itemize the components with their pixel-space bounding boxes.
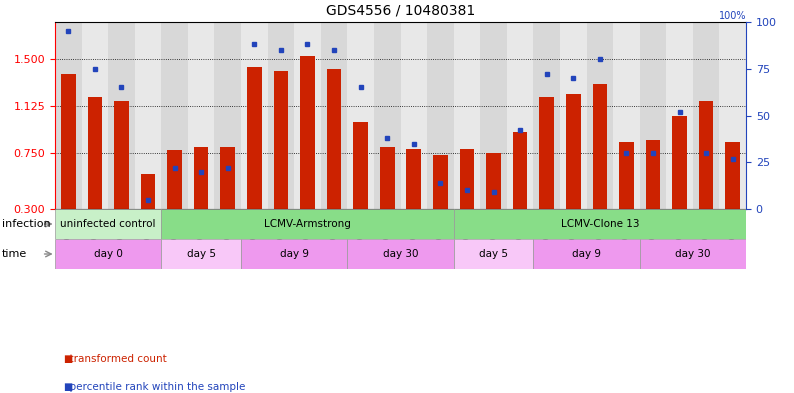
- Bar: [480, 22, 507, 209]
- Text: day 5: day 5: [479, 249, 508, 259]
- Text: ■: ■: [63, 354, 72, 364]
- Bar: [407, 149, 421, 209]
- Bar: [640, 239, 746, 269]
- Bar: [486, 153, 501, 209]
- Text: day 9: day 9: [279, 249, 309, 259]
- Bar: [353, 122, 368, 209]
- Text: day 30: day 30: [383, 249, 418, 259]
- Bar: [168, 151, 182, 209]
- Bar: [194, 147, 209, 209]
- Text: ■: ■: [63, 382, 72, 392]
- Bar: [640, 22, 666, 209]
- Bar: [719, 22, 746, 209]
- Bar: [82, 22, 108, 209]
- Bar: [380, 147, 395, 209]
- Bar: [221, 147, 235, 209]
- Bar: [295, 22, 321, 209]
- Text: day 5: day 5: [187, 249, 216, 259]
- Bar: [247, 67, 262, 209]
- Bar: [427, 22, 453, 209]
- Bar: [666, 22, 693, 209]
- Bar: [539, 97, 554, 209]
- Bar: [433, 155, 448, 209]
- Bar: [161, 22, 188, 209]
- Bar: [327, 70, 341, 209]
- Bar: [141, 174, 156, 209]
- Bar: [300, 56, 314, 209]
- Bar: [513, 132, 527, 209]
- Bar: [161, 209, 453, 239]
- Bar: [135, 22, 161, 209]
- Text: day 30: day 30: [675, 249, 711, 259]
- Bar: [534, 22, 560, 209]
- Bar: [347, 22, 374, 209]
- Bar: [108, 22, 135, 209]
- Bar: [613, 22, 640, 209]
- Bar: [453, 209, 746, 239]
- Bar: [161, 239, 241, 269]
- Text: LCMV-Armstrong: LCMV-Armstrong: [264, 219, 351, 229]
- Text: day 9: day 9: [572, 249, 601, 259]
- Bar: [274, 71, 288, 209]
- Bar: [188, 22, 214, 209]
- Bar: [321, 22, 347, 209]
- Text: GDS4556 / 10480381: GDS4556 / 10480381: [326, 3, 475, 17]
- Bar: [87, 97, 102, 209]
- Text: infection: infection: [2, 219, 51, 229]
- Text: percentile rank within the sample: percentile rank within the sample: [63, 382, 245, 392]
- Text: LCMV-Clone 13: LCMV-Clone 13: [561, 219, 639, 229]
- Bar: [646, 140, 661, 209]
- Bar: [374, 22, 400, 209]
- Bar: [507, 22, 534, 209]
- Bar: [619, 142, 634, 209]
- Text: 100%: 100%: [719, 11, 746, 21]
- Bar: [61, 74, 75, 209]
- Bar: [347, 239, 453, 269]
- Bar: [241, 22, 268, 209]
- Bar: [587, 22, 613, 209]
- Text: transformed count: transformed count: [63, 354, 167, 364]
- Bar: [699, 101, 714, 209]
- Bar: [726, 142, 740, 209]
- Bar: [460, 149, 474, 209]
- Bar: [453, 22, 480, 209]
- Bar: [453, 239, 534, 269]
- Text: time: time: [2, 249, 27, 259]
- Bar: [55, 22, 82, 209]
- Bar: [560, 22, 587, 209]
- Bar: [673, 116, 687, 209]
- Bar: [241, 239, 347, 269]
- Bar: [55, 239, 161, 269]
- Bar: [592, 84, 607, 209]
- Text: day 0: day 0: [94, 249, 122, 259]
- Bar: [400, 22, 427, 209]
- Bar: [534, 239, 640, 269]
- Bar: [55, 209, 161, 239]
- Text: uninfected control: uninfected control: [60, 219, 156, 229]
- Bar: [268, 22, 295, 209]
- Bar: [693, 22, 719, 209]
- Bar: [566, 94, 580, 209]
- Bar: [214, 22, 241, 209]
- Bar: [114, 101, 129, 209]
